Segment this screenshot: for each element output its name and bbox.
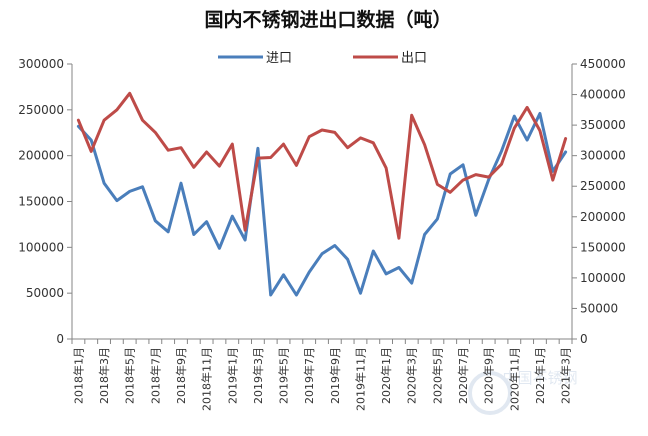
x-tick-label: 2019年3月 (251, 347, 265, 404)
x-tick-label: 2020年3月 (405, 347, 419, 404)
y-right-tick-label: 150000 (580, 240, 626, 254)
y-right-tick-label: 50000 (580, 301, 618, 315)
x-tick-label: 2018年5月 (123, 347, 137, 404)
y-right-tick-label: 350000 (580, 118, 626, 132)
x-tick-label: 2018年9月 (174, 347, 188, 404)
x-tick-label: 2019年9月 (328, 347, 342, 404)
x-tick-label: 2020年5月 (430, 347, 444, 404)
y-left-tick-label: 250000 (18, 103, 64, 117)
legend-label-export: 出口 (401, 51, 427, 66)
x-tick-label: 2021年1月 (533, 347, 547, 404)
y-right-tick-label: 450000 (580, 57, 626, 71)
y-left-tick-label: 50000 (26, 286, 64, 300)
y-left-tick-label: 0 (56, 332, 64, 346)
x-tick-label: 2018年11月 (200, 347, 214, 411)
y-right-tick-label: 100000 (580, 271, 626, 285)
y-right-tick-label: 300000 (580, 149, 626, 163)
series-line-import (78, 114, 565, 296)
y-left-tick-label: 150000 (18, 195, 64, 209)
chart-title: 国内不锈钢进出口数据（吨） (204, 8, 451, 31)
x-tick-label: 2020年11月 (507, 347, 521, 411)
y-left-tick-label: 100000 (18, 240, 64, 254)
series-line-export (78, 93, 565, 238)
x-tick-label: 2020年9月 (482, 347, 496, 404)
legend: 进口 出口 (218, 51, 427, 66)
x-tick-label: 2019年1月 (225, 347, 239, 404)
legend-label-import: 进口 (266, 51, 292, 66)
x-tick-label: 2021年3月 (559, 347, 573, 404)
x-tick-label: 2020年1月 (379, 347, 393, 404)
y-right-tick-label: 0 (580, 332, 588, 346)
x-tick-label: 2020年7月 (456, 347, 470, 404)
y-right-tick-label: 400000 (580, 88, 626, 102)
series-layer (78, 93, 565, 295)
x-tick-label: 2018年1月 (71, 347, 85, 404)
axes: 0 50000 100000 150000 200000 250000 300000 0 500… (18, 57, 626, 411)
x-tick-label: 2018年3月 (97, 347, 111, 404)
x-tick-label: 2019年11月 (353, 347, 367, 411)
y-right-tick-label: 200000 (580, 210, 626, 224)
y-left-tick-label: 300000 (18, 57, 64, 71)
y-left-tick-label: 200000 (18, 149, 64, 163)
x-tick-label: 2019年7月 (302, 347, 316, 404)
x-tick-label: 2018年7月 (148, 347, 162, 404)
y-right-tick-label: 250000 (580, 179, 626, 193)
x-tick-label: 2019年5月 (277, 347, 291, 404)
